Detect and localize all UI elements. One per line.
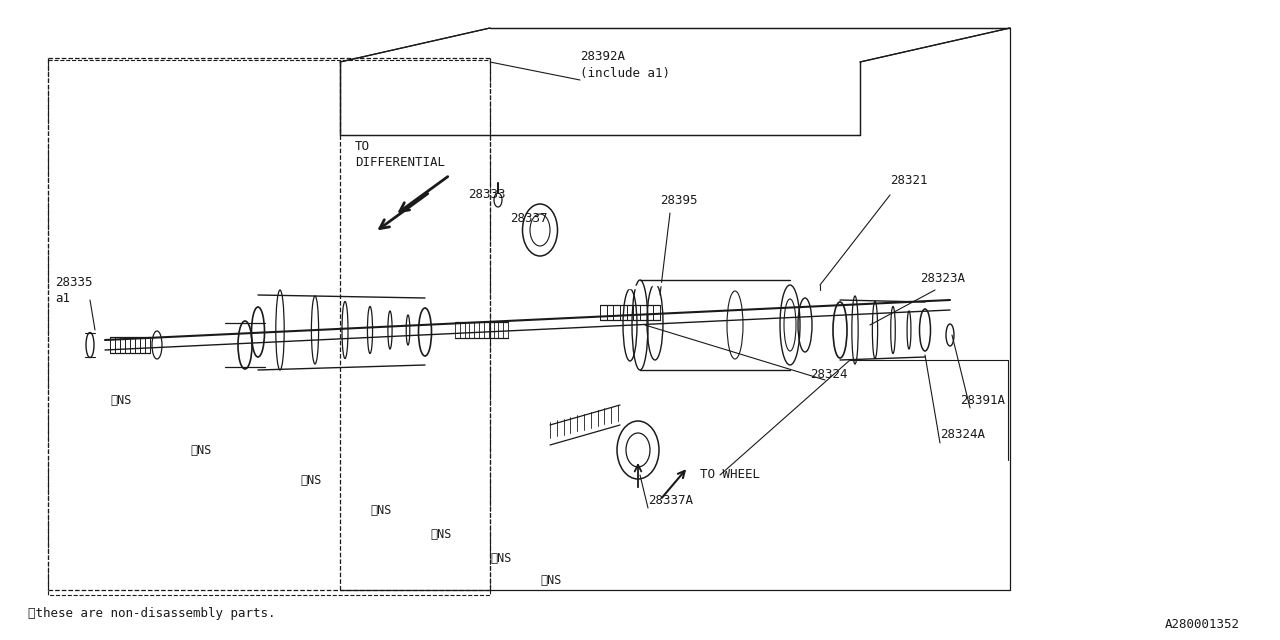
Text: 28321: 28321 <box>890 173 928 186</box>
Text: 28323A: 28323A <box>920 271 965 285</box>
Text: 28392A
(include a1): 28392A (include a1) <box>580 51 669 79</box>
Text: ※NS: ※NS <box>110 394 132 406</box>
Text: 28335
a1: 28335 a1 <box>55 275 92 305</box>
Text: ※NS: ※NS <box>300 474 321 486</box>
Text: 28395: 28395 <box>660 193 698 207</box>
Text: 28324: 28324 <box>810 369 847 381</box>
Text: TO
DIFFERENTIAL: TO DIFFERENTIAL <box>355 141 445 170</box>
Text: ※these are non-disassembly parts.: ※these are non-disassembly parts. <box>28 607 275 620</box>
Text: ※NS: ※NS <box>540 573 562 586</box>
Text: ※NS: ※NS <box>189 444 211 456</box>
Ellipse shape <box>623 289 637 361</box>
Text: 28337: 28337 <box>509 211 548 225</box>
Ellipse shape <box>646 284 663 360</box>
Text: ※NS: ※NS <box>430 529 452 541</box>
Text: TO WHEEL: TO WHEEL <box>700 468 760 481</box>
Text: 28333: 28333 <box>468 189 506 202</box>
Text: 28391A: 28391A <box>960 394 1005 406</box>
Text: A280001352: A280001352 <box>1165 618 1240 632</box>
Text: 28337A: 28337A <box>648 493 692 506</box>
Text: ※NS: ※NS <box>490 552 512 564</box>
Text: ※NS: ※NS <box>370 504 392 516</box>
Text: 28324A: 28324A <box>940 429 986 442</box>
